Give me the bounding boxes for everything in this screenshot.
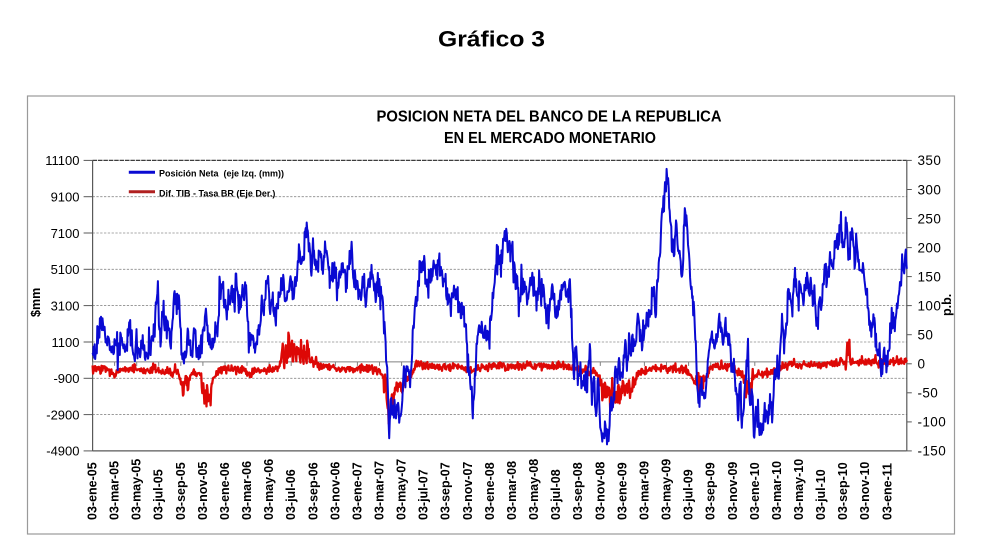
svg-text:p.b.: p.b. bbox=[940, 294, 954, 316]
svg-text:03-mar-07: 03-mar-07 bbox=[373, 461, 387, 520]
svg-text:03-jul-09: 03-jul-09 bbox=[682, 469, 696, 520]
svg-text:300: 300 bbox=[918, 182, 942, 197]
svg-text:03-may-09: 03-may-09 bbox=[660, 459, 674, 520]
svg-text:-900: -900 bbox=[53, 371, 79, 386]
svg-text:03-ene-11: 03-ene-11 bbox=[880, 463, 894, 520]
svg-text:03-ene-05: 03-ene-05 bbox=[86, 462, 100, 520]
svg-text:03-may-10: 03-may-10 bbox=[792, 459, 806, 520]
svg-text:0: 0 bbox=[918, 357, 926, 372]
svg-text:Dif. TIB - Tasa BR (Eje Der.): Dif. TIB - Tasa BR (Eje Der.) bbox=[159, 189, 275, 199]
svg-text:03-jul-06: 03-jul-06 bbox=[284, 469, 298, 520]
svg-text:03-nov-09: 03-nov-09 bbox=[726, 462, 740, 520]
svg-text:50: 50 bbox=[918, 328, 934, 343]
svg-text:03-jul-05: 03-jul-05 bbox=[152, 469, 166, 520]
svg-text:03-ene-09: 03-ene-09 bbox=[615, 462, 629, 520]
svg-text:-50: -50 bbox=[918, 386, 939, 401]
svg-text:350: 350 bbox=[918, 153, 942, 168]
svg-text:03-jul-07: 03-jul-07 bbox=[417, 469, 431, 520]
svg-text:03-mar-05: 03-mar-05 bbox=[108, 461, 122, 520]
svg-text:100: 100 bbox=[918, 298, 942, 313]
svg-text:03-nov-06: 03-nov-06 bbox=[328, 462, 342, 520]
svg-text:POSICION NETA DEL BANCO DE LA: POSICION NETA DEL BANCO DE LA REPUBLICA bbox=[377, 109, 722, 126]
svg-text:03-mar-06: 03-mar-06 bbox=[240, 461, 254, 520]
svg-text:5100: 5100 bbox=[51, 262, 80, 277]
svg-text:-4900: -4900 bbox=[46, 444, 79, 459]
svg-text:03-sep-06: 03-sep-06 bbox=[306, 462, 320, 520]
svg-text:03-sep-08: 03-sep-08 bbox=[571, 462, 585, 520]
svg-text:03-sep-10: 03-sep-10 bbox=[836, 462, 850, 520]
svg-text:03-sep-05: 03-sep-05 bbox=[174, 462, 188, 520]
svg-text:-100: -100 bbox=[918, 415, 947, 430]
svg-text:03-sep-07: 03-sep-07 bbox=[439, 462, 453, 520]
svg-text:03-may-06: 03-may-06 bbox=[262, 459, 276, 520]
svg-text:03-ene-10: 03-ene-10 bbox=[748, 462, 762, 520]
svg-text:03-ene-07: 03-ene-07 bbox=[350, 462, 364, 520]
svg-text:03-nov-07: 03-nov-07 bbox=[461, 462, 475, 520]
svg-text:9100: 9100 bbox=[51, 190, 80, 205]
svg-text:-150: -150 bbox=[918, 444, 947, 459]
svg-text:-2900: -2900 bbox=[46, 407, 79, 422]
svg-text:03-jul-08: 03-jul-08 bbox=[549, 469, 563, 520]
svg-text:03-nov-05: 03-nov-05 bbox=[196, 462, 210, 520]
svg-text:7100: 7100 bbox=[51, 226, 80, 241]
svg-text:1100: 1100 bbox=[52, 335, 80, 350]
svg-text:11100: 11100 bbox=[45, 153, 79, 168]
svg-text:EN EL MERCADO MONETARIO: EN EL MERCADO MONETARIO bbox=[444, 130, 656, 147]
svg-text:150: 150 bbox=[918, 269, 942, 284]
svg-text:3100: 3100 bbox=[51, 298, 80, 313]
svg-text:03-mar-08: 03-mar-08 bbox=[505, 461, 519, 520]
svg-text:03-nov-10: 03-nov-10 bbox=[858, 462, 872, 520]
svg-text:Gráfico 3: Gráfico 3 bbox=[438, 27, 545, 52]
svg-text:03-jul-10: 03-jul-10 bbox=[814, 469, 828, 520]
svg-text:Posición Neta (eje Izq. (mm): Posición Neta (eje Izq. (mm)) bbox=[159, 169, 284, 179]
svg-text:03-may-05: 03-may-05 bbox=[130, 459, 144, 520]
svg-text:200: 200 bbox=[918, 240, 942, 255]
svg-text:03-mar-09: 03-mar-09 bbox=[637, 461, 651, 520]
svg-text:03-ene-06: 03-ene-06 bbox=[218, 462, 232, 520]
svg-text:03-mar-10: 03-mar-10 bbox=[770, 461, 784, 520]
svg-text:03-sep-09: 03-sep-09 bbox=[704, 462, 718, 520]
svg-text:03-ene-08: 03-ene-08 bbox=[483, 462, 497, 520]
svg-text:03-may-08: 03-may-08 bbox=[527, 459, 541, 520]
svg-text:03-nov-08: 03-nov-08 bbox=[593, 462, 607, 520]
svg-text:03-may-07: 03-may-07 bbox=[395, 459, 409, 520]
svg-text:250: 250 bbox=[918, 211, 942, 226]
svg-text:$mm: $mm bbox=[29, 288, 43, 317]
